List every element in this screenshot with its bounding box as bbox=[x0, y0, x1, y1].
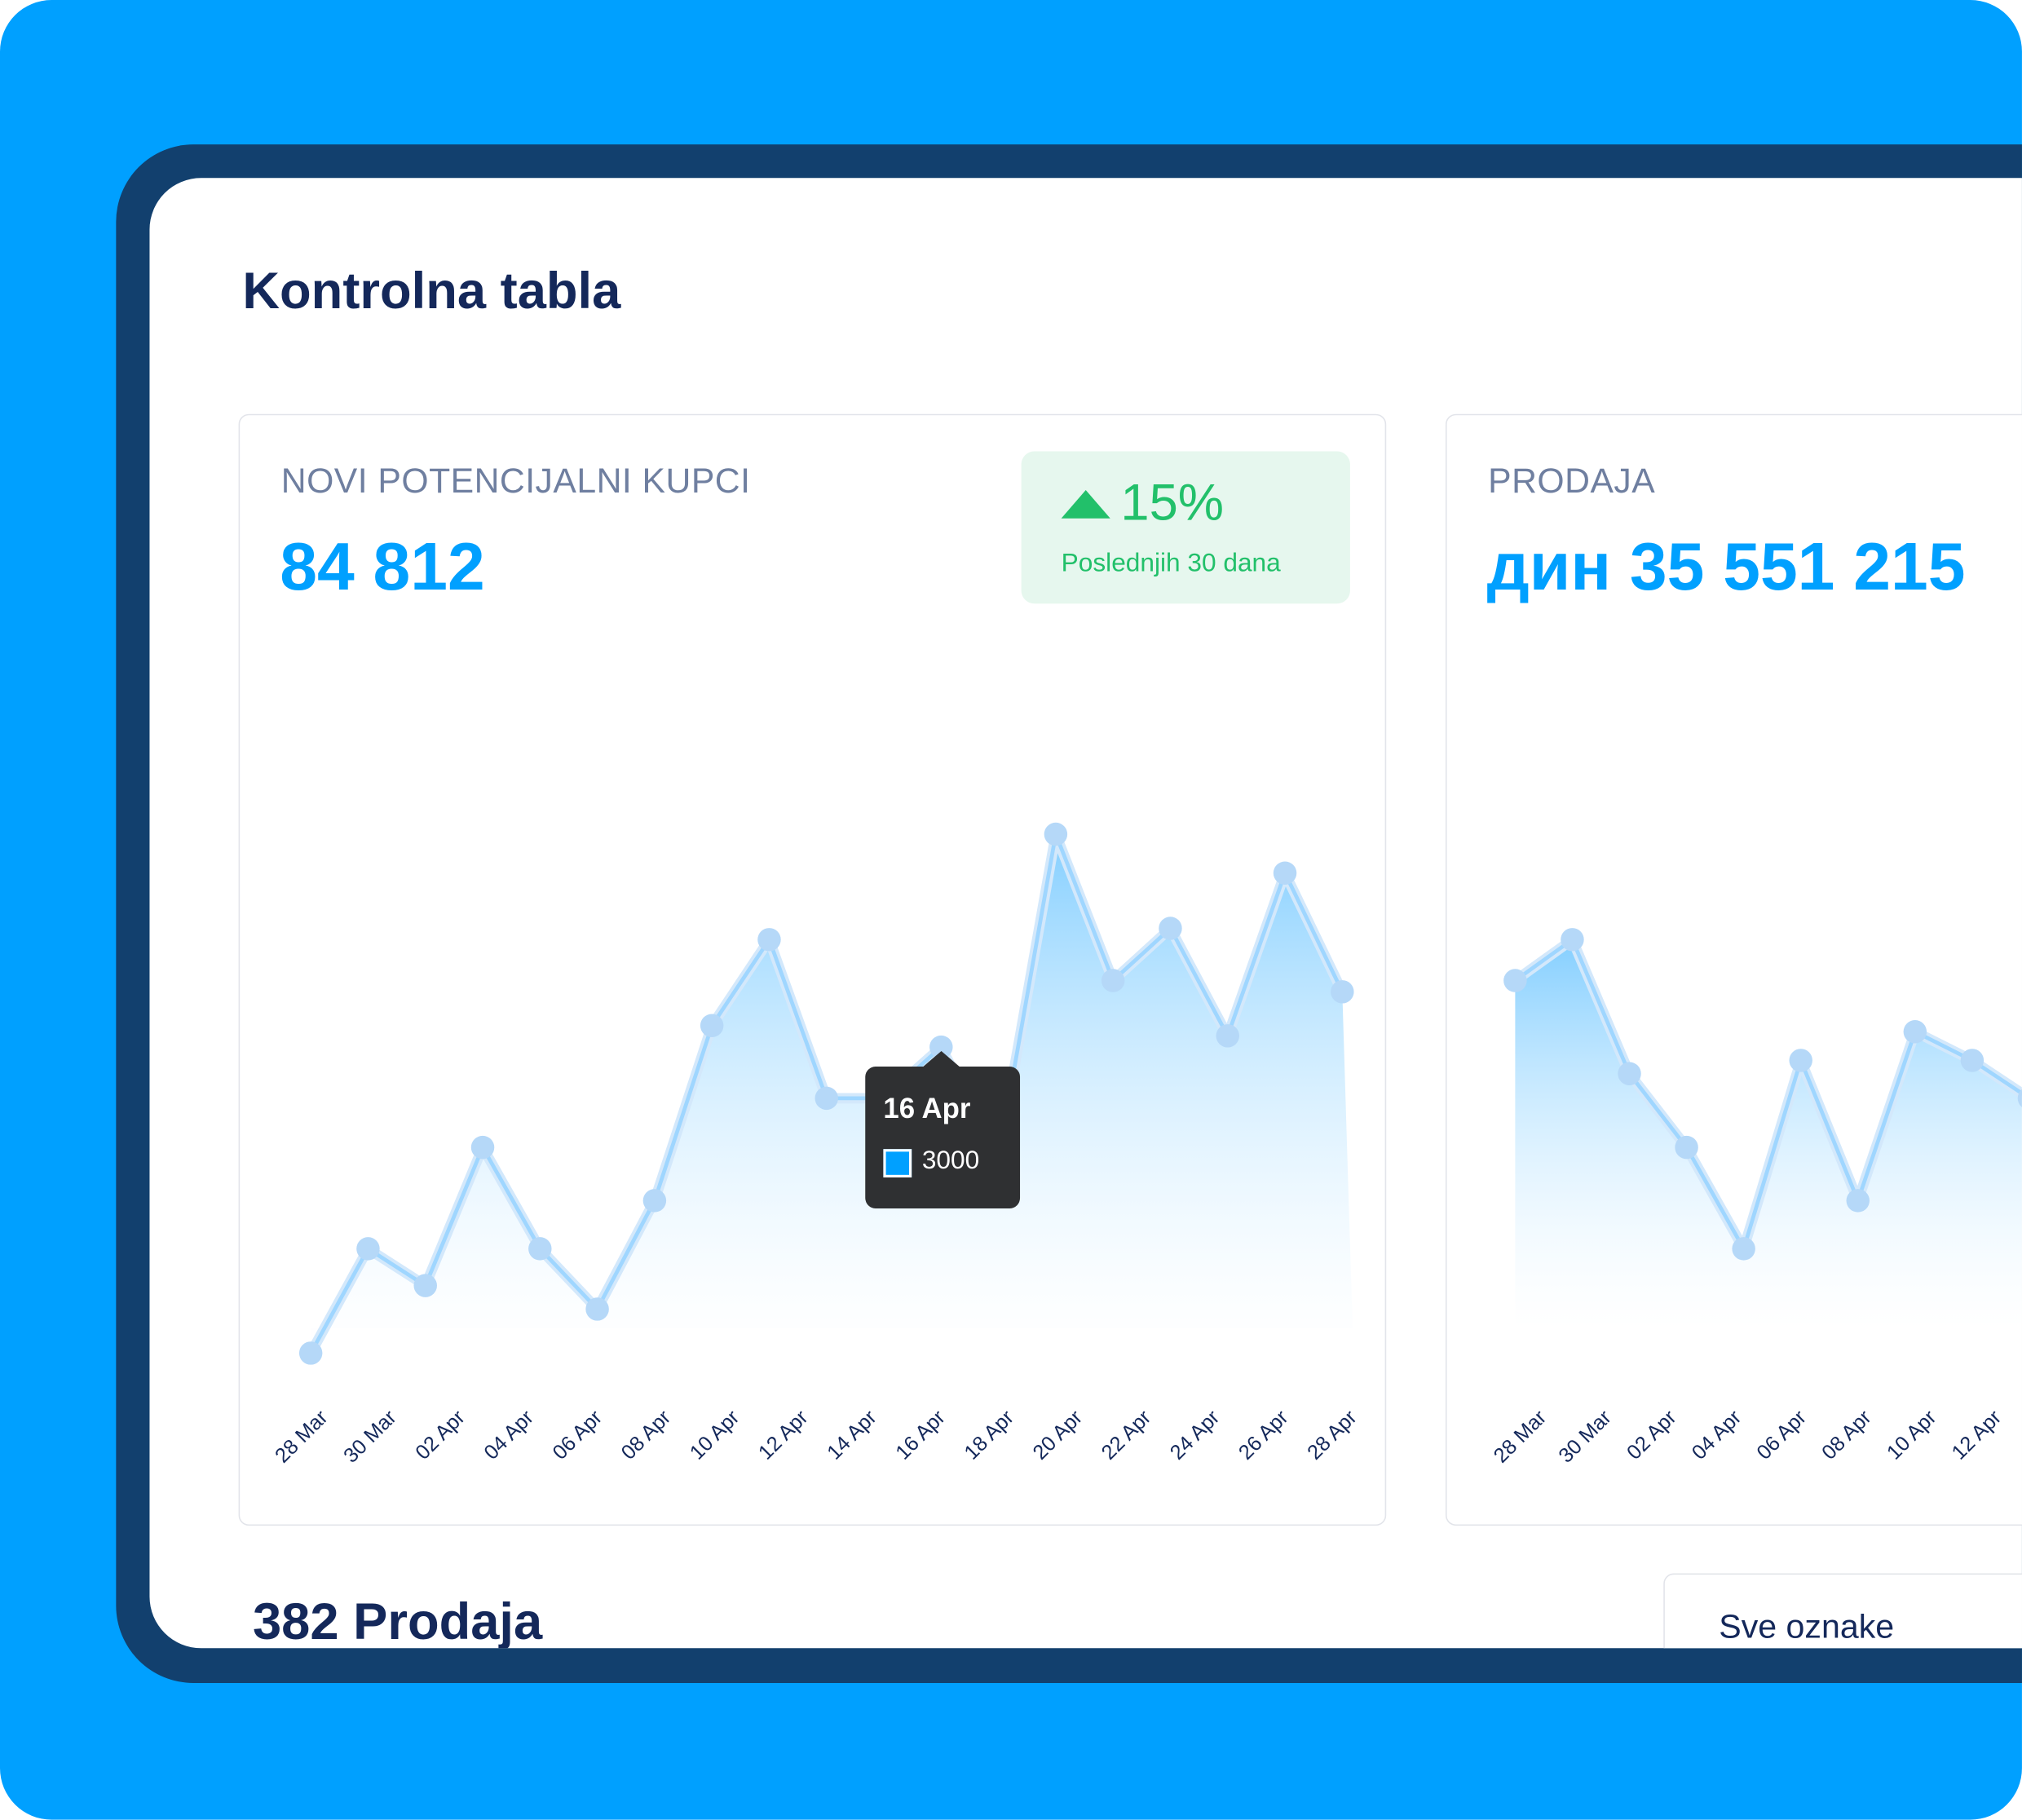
page-title: Kontrolna tabla bbox=[242, 263, 621, 320]
sales-count-heading: 382 Prodaja bbox=[252, 1593, 543, 1649]
tooltip-value: 3000 bbox=[921, 1146, 980, 1175]
card-label: PRODAJA bbox=[1488, 462, 1656, 501]
chart-tooltip: 16 Apr 3000 bbox=[865, 1051, 1021, 1208]
tag-filter-dropdown[interactable]: Sve oznake bbox=[1663, 1573, 2022, 1649]
dashboard-panel: Kontrolna tabla NOVI POTENCIJALNI KUPCI … bbox=[149, 178, 2022, 1649]
triangle-up-icon bbox=[1061, 490, 1110, 519]
series-swatch-icon bbox=[883, 1149, 912, 1178]
change-badge: 15% Poslednjih 30 dana bbox=[1021, 451, 1350, 604]
card-value: дин 35 551 215 bbox=[1486, 530, 1966, 605]
change-percent: 15% bbox=[1120, 475, 1225, 532]
leads-card: NOVI POTENCIJALNI KUPCI 84 812 15% Posle… bbox=[238, 413, 1387, 1526]
change-period: Poslednjih 30 dana bbox=[1061, 549, 1281, 578]
tag-filter-label: Sve oznake bbox=[1719, 1606, 1895, 1646]
card-value: 84 812 bbox=[280, 530, 485, 605]
tooltip-arrow bbox=[923, 1051, 960, 1067]
tooltip-date: 16 Apr bbox=[883, 1092, 971, 1125]
card-label: NOVI POTENCIJALNI KUPCI bbox=[280, 462, 751, 501]
sales-card: PRODAJA дин 35 551 215 bbox=[1445, 413, 2022, 1526]
